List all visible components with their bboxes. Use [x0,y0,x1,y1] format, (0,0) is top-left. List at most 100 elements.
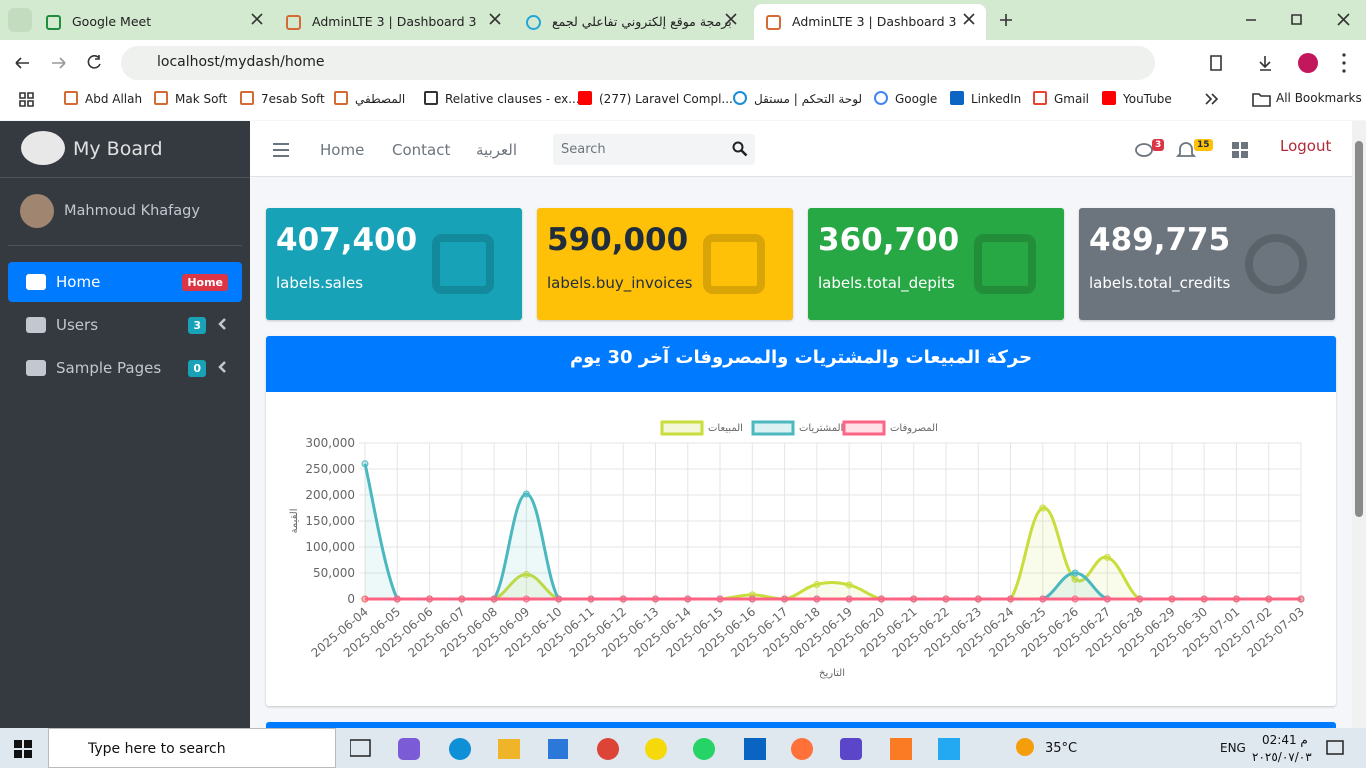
point [877,595,885,603]
info-box: 407,400 labels.sales [266,208,522,320]
info-value: 590,000 [547,222,689,258]
tab-search[interactable] [8,8,32,32]
logout[interactable]: Logout [1280,137,1332,155]
tab-title: AdminLTE 3 | Dashboard 3 [792,14,957,29]
point [522,595,530,603]
search-icon[interactable] [732,141,748,157]
language[interactable]: ENG [1220,741,1246,755]
nav-link[interactable]: العربية [476,141,517,159]
info-box: 360,700 labels.total_depits [808,208,1064,320]
chart-title: حركة المبيعات والمشتريات والمصروفات آخر … [569,347,1033,368]
nav-link[interactable]: Contact [392,141,451,159]
omnibox[interactable] [121,46,1155,80]
bookmark-label: Google [895,92,938,106]
tab-title: Google Meet [72,14,152,29]
point [1265,595,1273,603]
point [555,595,563,603]
bookmark[interactable]: YouTube [1102,91,1172,106]
taskbar-apps [350,738,960,760]
bookmark-label: المصطفي [355,92,406,106]
brand[interactable]: My Board [73,138,163,160]
clock-date[interactable]: ٢٠٢٥/٠٧/٠٣ [1252,750,1312,764]
info-value: 489,775 [1089,222,1231,258]
info-value: 407,400 [276,222,418,258]
nav-link[interactable]: Home [320,141,365,159]
y-tick-label: 0 [347,592,355,606]
bookmark-label: (277) Laravel Compl... [599,92,733,106]
menu-item[interactable]: Sample Pages 0 [8,348,242,388]
bookmark[interactable]: 7esab Soft [240,91,325,106]
bookmark[interactable]: Abd Allah [64,91,142,106]
badge: 3 [1152,139,1165,151]
point [587,595,595,603]
bookmark[interactable]: Google [874,91,937,106]
point [619,595,627,603]
legend-label: المشتريات [799,423,843,434]
point [1200,595,1208,603]
point [651,595,659,603]
menu-toggle[interactable] [272,142,290,158]
point [1103,595,1111,603]
tab[interactable]: Google Meet [34,4,274,40]
all-bookmarks[interactable]: All Bookmarks [1276,91,1362,105]
notifications[interactable] [1326,740,1344,756]
info-label: labels.total_depits [818,274,955,292]
point [942,595,950,603]
menu-label: Users [56,316,99,334]
bookmark-label: Gmail [1054,92,1090,106]
next-card [266,722,1336,728]
point [1007,595,1015,603]
menu-item[interactable]: Home Home [8,262,242,302]
point [684,595,692,603]
point [490,595,498,603]
y-tick-label: 300,000 [305,436,355,450]
divider [8,245,242,246]
point [1071,595,1079,603]
tab-active[interactable]: AdminLTE 3 | Dashboard 3 [754,4,986,40]
legend-swatch [660,420,704,436]
point [813,580,821,588]
bookmark[interactable]: المصطفي [334,91,405,106]
tab[interactable]: برمجة موقع إلكتروني تفاعلي لجمع [514,4,734,40]
address: localhost/mydash/home [157,54,325,70]
bookmark[interactable]: (277) Laravel Compl... [578,91,733,106]
point [1103,553,1111,561]
chevrons [218,318,226,373]
bookmark[interactable]: LinkedIn [950,91,1021,106]
weather[interactable]: 35°C [1045,741,1078,756]
y-tick-label: 200,000 [305,488,355,502]
menu-item[interactable]: Users 3 [8,305,242,345]
badge: 0 [188,360,206,377]
start[interactable] [14,740,32,758]
point [748,595,756,603]
y-tick-label: 100,000 [305,540,355,554]
legend-swatch [751,420,795,436]
bookmark[interactable]: لوحة التحكم | مستقل [733,91,862,106]
clock-time[interactable]: 02:41 م [1262,733,1308,747]
point [426,595,434,603]
point [781,595,789,603]
x-axis-title: التاريخ [819,668,845,679]
info-label: labels.sales [276,274,364,292]
y-tick-label: 50,000 [313,566,355,580]
scrollbar [1352,121,1366,728]
legend-label: المبيعات [708,423,743,434]
bookmark[interactable]: Gmail [1033,91,1089,106]
bookmark-label: Mak Soft [175,92,228,106]
bookmark[interactable]: Mak Soft [154,91,227,106]
point [458,595,466,603]
bookmark[interactable]: Relative clauses - ex... [424,91,580,106]
area [365,463,1301,599]
badge: Home [182,274,228,291]
menu-label: Sample Pages [56,359,162,377]
profile[interactable] [1298,53,1318,73]
tab[interactable]: AdminLTE 3 | Dashboard 3 [274,4,514,40]
bookmark-label: لوحة التحكم | مستقل [754,92,863,106]
point [522,490,530,498]
y-tick-label: 250,000 [305,462,355,476]
point [910,595,918,603]
info-value: 360,700 [818,222,960,258]
user-name[interactable]: Mahmoud Khafagy [64,203,200,219]
search-box[interactable] [553,134,755,165]
